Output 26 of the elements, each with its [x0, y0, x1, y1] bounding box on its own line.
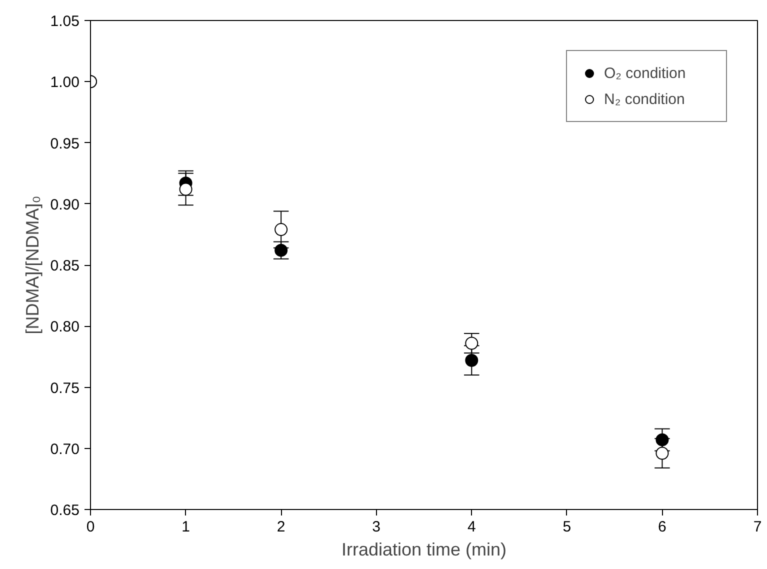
x-tick-label: 5 [562, 518, 572, 536]
point [274, 223, 288, 236]
x-tick-label: 2 [276, 518, 286, 536]
x-tick-label: 0 [86, 518, 95, 536]
y-tick-label: 0.65 [50, 502, 80, 519]
legend-label: N₂ condition [604, 90, 686, 108]
point [465, 354, 478, 367]
y-tick-label: 1.00 [50, 74, 80, 92]
legend-label: O₂ condition [604, 64, 687, 82]
y-tick-label: 0.95 [50, 135, 80, 152]
point [465, 336, 478, 350]
point [656, 446, 669, 460]
y-tick-label: 0.90 [50, 196, 80, 214]
x-tick-label: 6 [658, 518, 666, 536]
y-tick-label: 0.75 [50, 380, 80, 397]
x-tick-label: 7 [753, 518, 762, 536]
y-tick-label: 0.80 [50, 318, 80, 336]
point [179, 182, 192, 196]
y-tick-label: 0.85 [50, 258, 80, 274]
x-tick-label: 1 [182, 518, 190, 536]
x-axis-title: Irradiation time (min) [341, 540, 507, 560]
y-tick-label: 1.05 [50, 13, 80, 30]
y-axis-title: [NDMA]/[NDMA]₀ [22, 196, 42, 334]
y-tick-label: 0.70 [50, 440, 80, 458]
x-tick-label: 4 [467, 518, 476, 536]
x-tick-label: 3 [372, 518, 381, 536]
